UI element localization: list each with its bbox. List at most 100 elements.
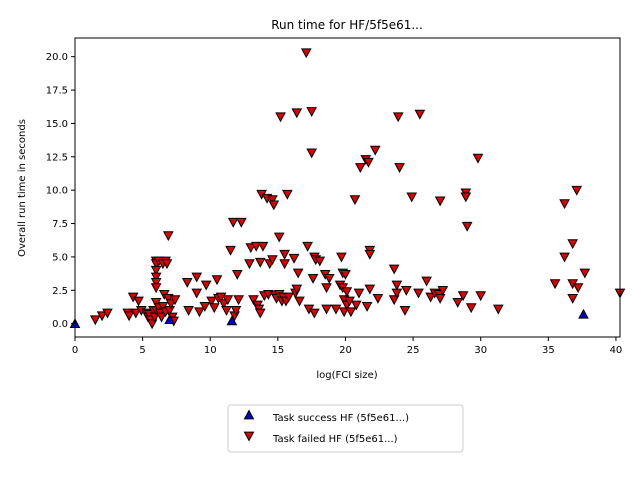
failed-point xyxy=(206,296,217,307)
failed-point xyxy=(231,269,243,280)
failed-point xyxy=(254,308,266,319)
failed-point xyxy=(460,192,472,203)
failed-point xyxy=(191,288,203,299)
failed-point xyxy=(350,300,362,311)
failed-point xyxy=(244,259,255,270)
failed-point xyxy=(199,301,211,312)
failed-point xyxy=(281,189,293,200)
x-tick-label: 40 xyxy=(610,345,623,356)
y-axis-label: Overall run time in seconds xyxy=(17,119,28,257)
failed-point xyxy=(414,109,426,120)
failed-point xyxy=(279,259,290,270)
failed-point xyxy=(169,295,181,306)
failed-point xyxy=(233,295,244,306)
failed-point xyxy=(434,293,446,304)
failed-point xyxy=(345,307,357,318)
failed-point xyxy=(156,312,167,323)
failed-point xyxy=(102,308,113,319)
failed-point xyxy=(388,264,400,275)
failed-point xyxy=(567,293,579,304)
failed-point xyxy=(549,279,561,290)
failed-point xyxy=(227,217,239,228)
failed-point xyxy=(96,311,108,322)
failed-point xyxy=(230,305,242,316)
failed-point xyxy=(406,192,418,203)
failed-point xyxy=(492,304,504,315)
legend-label-task-failed: Task failed HF (5f5e61...) xyxy=(272,434,398,445)
legend-marker-task-failed xyxy=(243,431,255,442)
failed-point xyxy=(279,249,290,260)
legend-box xyxy=(227,404,464,453)
failed-point xyxy=(392,112,404,123)
x-tick-label: 25 xyxy=(407,345,420,356)
failed-point xyxy=(323,273,335,284)
x-axis: 0 5 10 15 20 25 30 35 40 xyxy=(72,337,622,356)
failed-point xyxy=(283,292,295,303)
failed-point xyxy=(162,231,174,242)
failed-point xyxy=(288,253,300,264)
failed-point xyxy=(194,307,205,318)
failed-point xyxy=(302,241,313,252)
failed-point xyxy=(400,285,412,296)
y-tick-label: 17.5 xyxy=(46,86,68,97)
failed-point xyxy=(268,200,280,211)
failed-point xyxy=(89,315,101,326)
success-point xyxy=(164,314,176,324)
y-tick-label: 5.0 xyxy=(52,252,68,263)
failed-point xyxy=(250,241,262,252)
failed-point xyxy=(452,297,464,308)
points-layer xyxy=(69,48,626,330)
failed-point xyxy=(567,239,579,250)
y-axis: 0.0 2.5 5.0 7.5 10.0 12.5 15.0 17.5 20.0 xyxy=(46,52,75,330)
failed-point xyxy=(150,283,162,294)
failed-point xyxy=(215,292,227,303)
failed-point xyxy=(475,291,487,302)
x-tick-label: 30 xyxy=(474,345,487,356)
failed-point xyxy=(353,288,365,299)
failed-point xyxy=(309,308,320,319)
failed-point xyxy=(273,232,285,243)
failed-point xyxy=(338,307,350,318)
chart-title: Run time for HF/5f5e61... xyxy=(271,18,423,32)
failed-point xyxy=(150,272,162,283)
failed-point xyxy=(257,241,269,252)
failed-point xyxy=(579,268,591,279)
failed-point xyxy=(336,252,347,263)
failed-point xyxy=(559,199,570,210)
failed-point xyxy=(391,280,403,291)
y-tick-label: 0.0 xyxy=(52,319,68,330)
failed-point xyxy=(341,287,353,298)
failed-point xyxy=(306,148,318,159)
failed-point xyxy=(267,255,278,266)
failed-point xyxy=(349,195,361,206)
y-tick-label: 12.5 xyxy=(46,152,68,163)
failed-point xyxy=(399,305,411,316)
failed-point xyxy=(461,221,473,232)
failed-point xyxy=(267,195,278,206)
failed-point xyxy=(200,280,212,291)
failed-point xyxy=(388,295,400,306)
failed-point xyxy=(425,292,437,303)
legend-marker-shape xyxy=(243,431,255,442)
failed-point xyxy=(321,283,332,294)
failed-point xyxy=(364,284,376,295)
y-tick-label: 10.0 xyxy=(46,186,68,197)
failed-point xyxy=(254,257,266,268)
legend: Task success HF (5f5e61...) Task failed … xyxy=(227,404,464,453)
failed-point xyxy=(572,283,584,294)
failed-point xyxy=(130,308,142,319)
axes-frame xyxy=(74,37,621,338)
failed-point xyxy=(146,319,158,330)
failed-point xyxy=(291,284,303,295)
success-point xyxy=(226,315,238,326)
failed-point xyxy=(330,304,342,315)
failed-point xyxy=(559,252,570,263)
failed-point xyxy=(165,299,177,310)
legend-marker-shape xyxy=(243,409,255,420)
failed-point xyxy=(369,145,381,156)
failed-point xyxy=(248,295,259,306)
failed-point xyxy=(133,296,144,307)
failed-point xyxy=(150,277,162,288)
